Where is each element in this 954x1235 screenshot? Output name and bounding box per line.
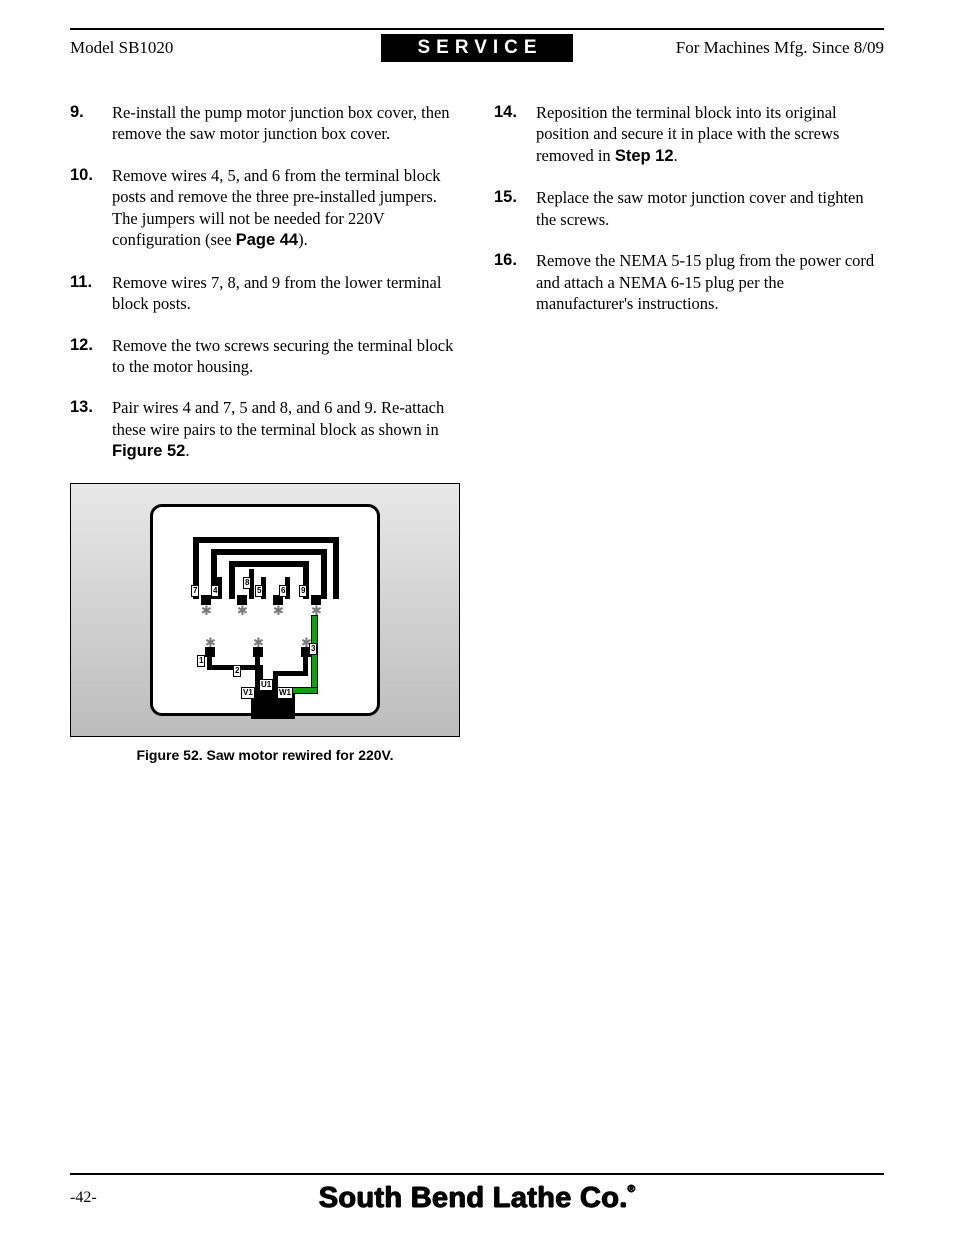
screw-icon: ✱ <box>237 605 248 616</box>
wiring-diagram: ✱ ✱ ✱ ✱ ✱ ✱ ✱ <box>150 504 380 716</box>
step-text: Replace the saw motor junction cover and… <box>536 187 884 230</box>
figure-52: ✱ ✱ ✱ ✱ ✱ ✱ ✱ <box>70 483 460 763</box>
header-section-title: SERVICE <box>381 34 572 62</box>
page-footer: -42- South Bend Lathe Co.® <box>70 1173 884 1207</box>
instruction-step: 16.Remove the NEMA 5-15 plug from the po… <box>494 250 884 314</box>
step-number: 16. <box>494 250 536 314</box>
step-number: 14. <box>494 102 536 167</box>
step-number: 11. <box>70 272 112 315</box>
instruction-step: 10.Remove wires 4, 5, and 6 from the ter… <box>70 165 460 252</box>
wire-tag: 2 <box>233 665 241 677</box>
header-model: Model SB1020 <box>70 38 381 58</box>
bold-reference: Figure 52 <box>112 442 185 460</box>
wire-tag: 8 <box>243 577 251 589</box>
wire-tag: 4 <box>211 585 219 597</box>
wire <box>193 537 339 543</box>
step-text: Remove wires 4, 5, and 6 from the termin… <box>112 165 460 252</box>
instruction-step: 12.Remove the two screws securing the te… <box>70 335 460 378</box>
left-column: 9.Re-install the pump motor junction box… <box>70 102 460 763</box>
wire <box>273 671 308 676</box>
cable-tag: W1 <box>277 687 293 699</box>
screw-icon: ✱ <box>201 605 212 616</box>
brand-logo: South Bend Lathe Co.® <box>70 1182 884 1215</box>
bold-reference: Page 44 <box>236 231 298 249</box>
instruction-step: 15.Replace the saw motor junction cover … <box>494 187 884 230</box>
wire-tag: 7 <box>191 585 199 597</box>
right-column: 14.Reposition the terminal block into it… <box>494 102 884 763</box>
step-text: Remove the NEMA 5-15 plug from the power… <box>536 250 884 314</box>
brand-text: South Bend Lathe Co. <box>319 1182 628 1214</box>
wire <box>211 549 327 555</box>
step-text: Remove the two screws securing the termi… <box>112 335 460 378</box>
instruction-step: 14.Reposition the terminal block into it… <box>494 102 884 167</box>
bottom-rule <box>70 1173 884 1175</box>
step-text: Pair wires 4 and 7, 5 and 8, and 6 and 9… <box>112 397 460 462</box>
wire-tag: 3 <box>309 643 317 655</box>
screw-icon: ✱ <box>205 637 216 648</box>
wire <box>229 561 235 599</box>
step-text: Re-install the pump motor junction box c… <box>112 102 460 145</box>
step-number: 15. <box>494 187 536 230</box>
wire <box>321 549 327 599</box>
screw-icon: ✱ <box>253 637 264 648</box>
wire-tag: 6 <box>279 585 287 597</box>
step-number: 10. <box>70 165 112 252</box>
wire <box>229 561 309 567</box>
cable-tag: U1 <box>259 679 273 691</box>
top-rule <box>70 28 884 30</box>
step-text: Remove wires 7, 8, and 9 from the lower … <box>112 272 460 315</box>
bold-reference: Step 12 <box>615 147 674 165</box>
content-columns: 9.Re-install the pump motor junction box… <box>70 102 884 763</box>
wire-tag: 1 <box>197 655 205 667</box>
page-header: Model SB1020 SERVICE For Machines Mfg. S… <box>70 34 884 62</box>
registered-mark: ® <box>628 1184 636 1195</box>
step-number: 13. <box>70 397 112 462</box>
figure-panel: ✱ ✱ ✱ ✱ ✱ ✱ ✱ <box>70 483 460 737</box>
figure-caption: Figure 52. Saw motor rewired for 220V. <box>70 747 460 763</box>
instruction-step: 11.Remove wires 7, 8, and 9 from the low… <box>70 272 460 315</box>
screw-icon: ✱ <box>273 605 284 616</box>
instruction-step: 13.Pair wires 4 and 7, 5 and 8, and 6 an… <box>70 397 460 462</box>
instruction-step: 9.Re-install the pump motor junction box… <box>70 102 460 145</box>
cable-tag: V1 <box>241 687 255 699</box>
step-number: 9. <box>70 102 112 145</box>
header-date: For Machines Mfg. Since 8/09 <box>573 38 884 58</box>
wire <box>333 537 339 599</box>
step-text: Reposition the terminal block into its o… <box>536 102 884 167</box>
wire-tag: 9 <box>299 585 307 597</box>
wire-tag: 5 <box>255 585 263 597</box>
step-number: 12. <box>70 335 112 378</box>
